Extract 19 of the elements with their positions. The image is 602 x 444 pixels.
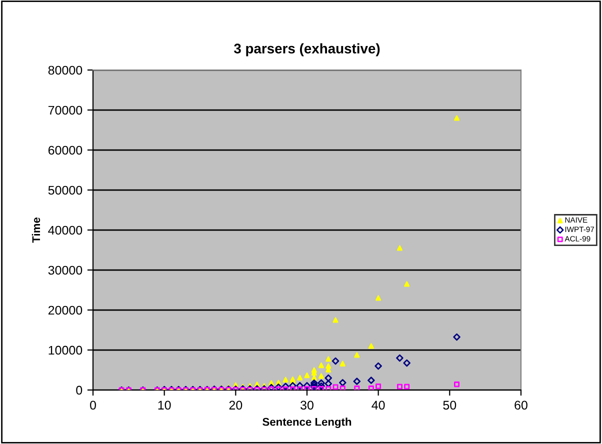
y-tick-label: 80000 (48, 66, 82, 75)
x-tick-label: 10 (158, 400, 171, 410)
y-tick-label: 40000 (48, 226, 82, 235)
y-tick-label: 30000 (48, 266, 82, 275)
y-tick-label: 10000 (48, 346, 82, 355)
x-tick-label: 20 (229, 400, 242, 410)
x-tick-label: 50 (443, 400, 456, 410)
y-tick-label: 50000 (48, 186, 82, 195)
x-tick-label: 0 (90, 400, 96, 410)
y-tick-label: 0 (76, 386, 82, 395)
y-axis-title: Time (32, 218, 40, 243)
y-tick-label: 20000 (48, 306, 82, 315)
y-tick-label: 60000 (48, 146, 82, 155)
x-tick-label: 30 (300, 400, 314, 410)
x-axis-title: Sentence Length (262, 418, 352, 428)
chart-title: 3 parsers (exhaustive) (234, 43, 380, 56)
x-tick-label: 40 (372, 400, 385, 410)
y-tick-label: 70000 (48, 106, 82, 115)
x-tick-label: 60 (514, 400, 528, 410)
